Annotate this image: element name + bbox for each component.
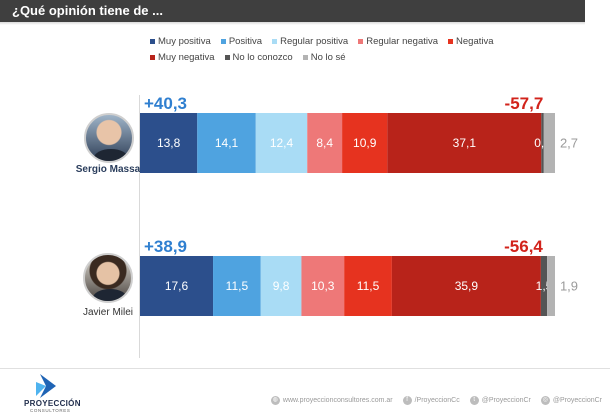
bar-value-label: 9,8 xyxy=(273,279,290,293)
instagram-icon: ◎ xyxy=(540,396,550,405)
avatar-shoulders xyxy=(93,289,127,301)
positive-total-label: +40,3 xyxy=(144,94,187,113)
bar-value-label: 14,1 xyxy=(215,136,239,150)
website-text: www.proyeccionconsultores.com.ar xyxy=(282,397,393,404)
legend-label: Positiva xyxy=(228,35,263,47)
legend: Muy positiva Positiva Regular positiva R… xyxy=(150,35,530,63)
legend-swatch xyxy=(448,38,454,44)
twitter-text: @ProyeccionCr xyxy=(481,397,531,404)
brand-subtitle: CONSULTORES xyxy=(30,408,71,413)
chart-title: ¿Qué opinión tiene de ... xyxy=(12,3,163,18)
legend-swatch xyxy=(220,38,226,44)
legend-label: Regular negativa xyxy=(366,35,439,47)
bar-value-label: 37,1 xyxy=(453,136,477,150)
legend-item-positiva: Positiva xyxy=(220,35,263,47)
avatar-sergio-massa xyxy=(84,113,134,163)
person-name-label: Sergio Massa xyxy=(75,164,141,175)
legend-item-regular-negativa: Regular negativa xyxy=(358,35,438,47)
avatar-javier-milei xyxy=(83,253,133,303)
bar-milei-regular-negativa xyxy=(301,256,345,316)
legend-swatch xyxy=(272,38,278,44)
axis-divider xyxy=(139,95,140,358)
legend-swatch xyxy=(150,54,155,60)
legend-label: Regular positiva xyxy=(280,35,349,47)
bar-milei-muy-positiva xyxy=(140,256,214,316)
legend-label: Muy negativa xyxy=(158,51,215,63)
legend-swatch xyxy=(224,54,230,60)
brand-name: PROYECCIÓN xyxy=(24,399,81,408)
bar-value-label: 35,9 xyxy=(455,279,479,293)
bar-milei-no-lo-conozco xyxy=(540,256,548,316)
facebook-icon: f xyxy=(402,396,412,405)
legend-item-regular-positiva: Regular positiva xyxy=(272,35,348,47)
negative-total-label: -57,7 xyxy=(505,94,544,113)
instagram-text: @ProyeccionCr xyxy=(552,397,602,404)
bar-massa-regular-positiva xyxy=(255,113,308,173)
bar-massa-no-lo-sé xyxy=(543,113,555,173)
legend-swatch xyxy=(150,38,155,44)
twitter-icon: t xyxy=(469,396,479,405)
contact-links: ◍ www.proyeccionconsultores.com.ar f /Pr… xyxy=(270,396,602,405)
globe-icon: ◍ xyxy=(270,396,280,405)
bar-massa-positiva xyxy=(197,113,256,173)
legend-label: Muy positiva xyxy=(158,35,211,47)
bar-value-label: 11,5 xyxy=(226,279,249,293)
bar-massa-regular-negativa xyxy=(307,113,343,173)
title-bar-shadow xyxy=(0,22,585,25)
website-link[interactable]: ◍ www.proyeccionconsultores.com.ar xyxy=(270,396,393,405)
bar-milei-positiva xyxy=(213,256,261,316)
instagram-link[interactable]: ◎ @ProyeccionCr xyxy=(540,396,602,405)
bar-value-label: 8,4 xyxy=(316,136,333,150)
facebook-text: /ProyeccionCc xyxy=(414,397,460,404)
legend-item-no-lo-conozco: No lo conozco xyxy=(224,51,293,63)
legend-swatch xyxy=(358,38,364,44)
bar-massa-no-lo-conozco xyxy=(541,113,544,173)
bar-milei-muy-negativa xyxy=(391,256,541,316)
facebook-link[interactable]: f /ProyeccionCc xyxy=(402,396,460,405)
legend-label: No lo conozco xyxy=(232,51,293,63)
legend-item-no-lo-se: No lo sé xyxy=(302,51,346,63)
person-name-label: Javier Milei xyxy=(82,307,133,318)
bar-value-label: 10,3 xyxy=(311,279,335,293)
bar-massa-negativa xyxy=(342,113,388,173)
legend-item-muy-negativa: Muy negativa xyxy=(150,51,215,63)
legend-label: No lo sé xyxy=(310,51,346,63)
bar-value-label: 13,8 xyxy=(157,136,181,150)
bar-value-label: 1,9 xyxy=(560,278,578,293)
brand-logo-icon xyxy=(36,374,56,398)
positive-total-label: +38,9 xyxy=(144,237,187,256)
bar-milei-regular-positiva xyxy=(260,256,302,316)
bar-massa-muy-negativa xyxy=(387,113,542,173)
bar-milei-no-lo-sé xyxy=(547,256,555,316)
bar-value-label: 11,5 xyxy=(357,279,380,293)
legend-item-muy-positiva: Muy positiva xyxy=(150,35,211,47)
avatar-shoulders xyxy=(94,149,128,161)
bar-value-label: 17,6 xyxy=(165,279,189,293)
bar-massa-muy-positiva xyxy=(140,113,198,173)
legend-item-negativa: Negativa xyxy=(448,35,494,47)
bar-value-label: 2,7 xyxy=(560,135,578,150)
twitter-link[interactable]: t @ProyeccionCr xyxy=(469,396,531,405)
bar-value-label: 10,9 xyxy=(353,136,377,150)
legend-label: Negativa xyxy=(456,35,494,47)
legend-swatch xyxy=(302,54,308,60)
bar-milei-negativa xyxy=(344,256,392,316)
chart-title-bar: ¿Qué opinión tiene de ... xyxy=(0,0,585,22)
stacked-bar-chart: 13,8 14,1 12,4 8,4 10,9 37,1 0,6 2,7+40,3 -57,71… xyxy=(140,94,578,316)
bar-value-label: 12,4 xyxy=(270,136,294,150)
negative-total-label: -56,4 xyxy=(504,237,543,256)
footer: PROYECCIÓN CONSULTORES ◍ www.proyeccionc… xyxy=(0,368,610,413)
